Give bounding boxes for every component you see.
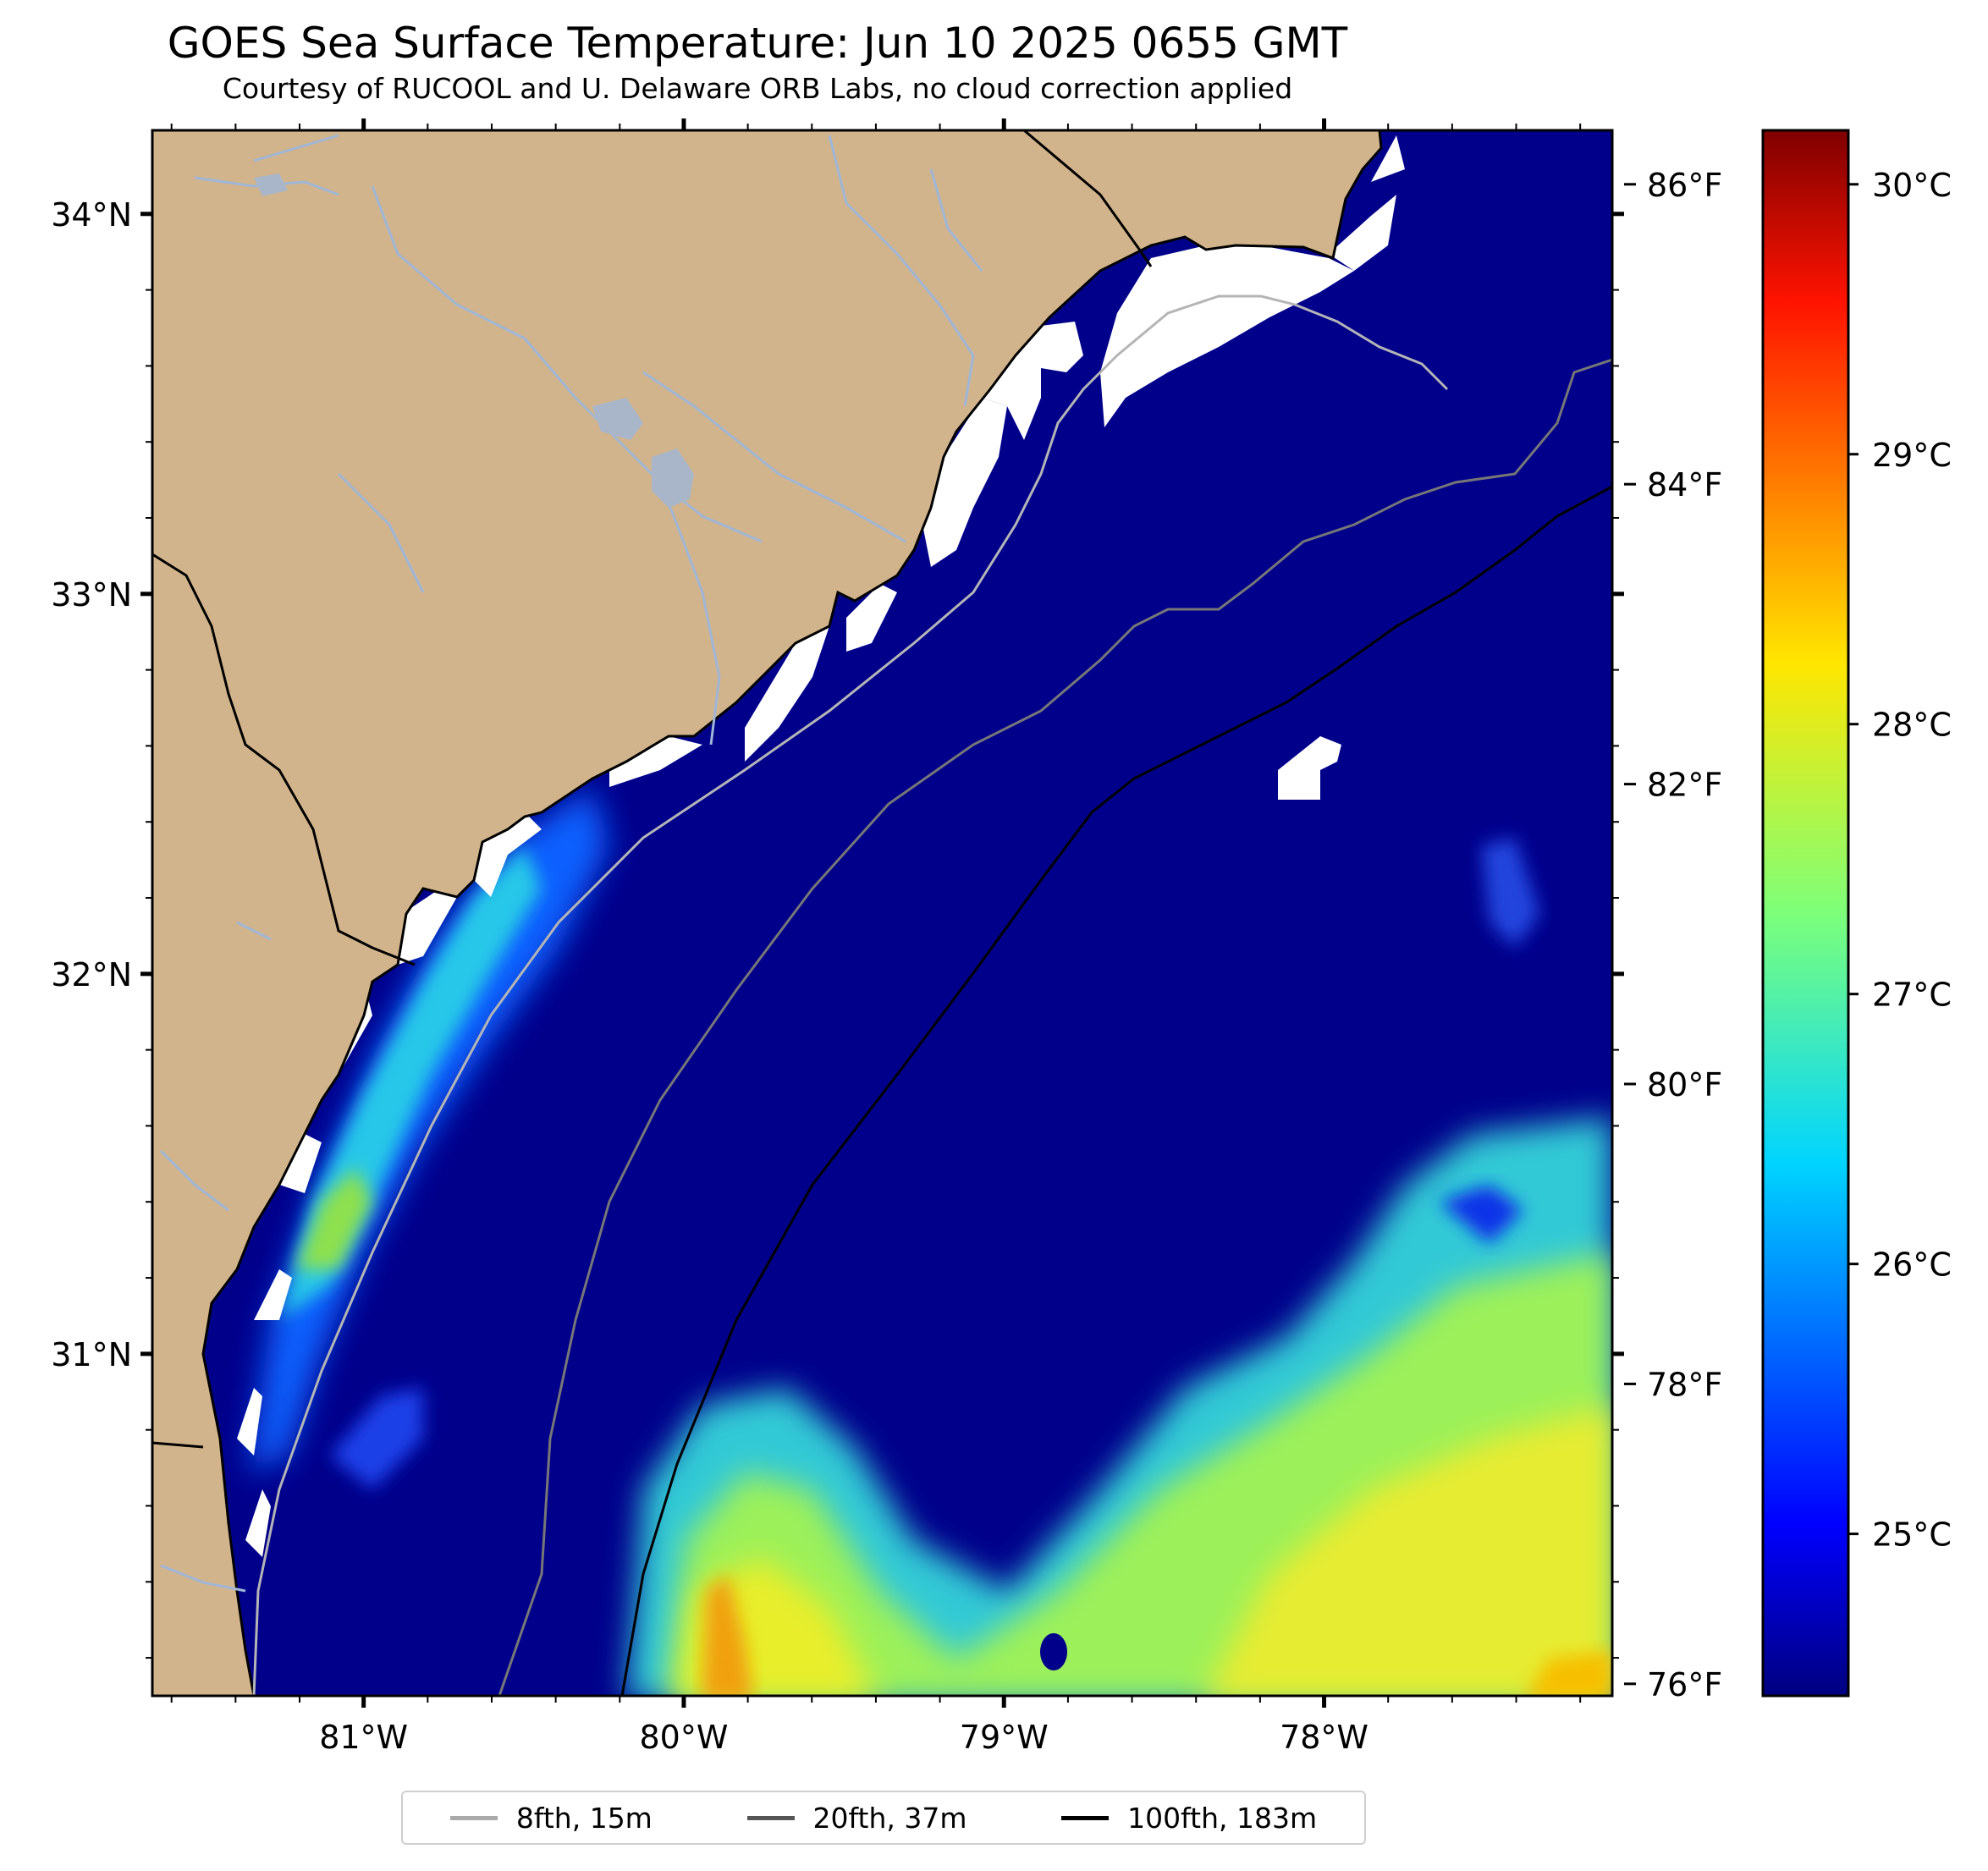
fahrenheit-axis: 76°F 78°F 80°F 82°F 84°F 86°F — [1624, 167, 1722, 1703]
lon-tick-label: 78°W — [1280, 1719, 1368, 1756]
legend-item: 8fth, 15m — [449, 1801, 653, 1835]
isobath-20fth — [498, 358, 1612, 1696]
fahrenheit-tick-label: 80°F — [1647, 1066, 1722, 1103]
fahrenheit-tick-label: 82°F — [1647, 767, 1722, 804]
celsius-tick-label: 30°C — [1872, 167, 1952, 204]
land-mass — [152, 130, 1383, 1696]
warm-water-region — [626, 838, 1612, 1696]
colorbar — [1761, 129, 1850, 1698]
fahrenheit-tick-label: 86°F — [1647, 167, 1722, 204]
map-area — [152, 130, 1612, 1696]
isobath-legend: 8fth, 15m 20fth, 37m 100fth, 183m — [401, 1791, 1366, 1845]
legend-item: 20fth, 37m — [746, 1801, 967, 1835]
legend-line-swatch — [746, 1815, 795, 1820]
isobath-100fth — [620, 485, 1612, 1696]
lon-tick-label: 81°W — [319, 1719, 408, 1756]
lat-tick-label: 33°N — [51, 576, 132, 614]
chart-subtitle: Courtesy of RUCOOL and U. Delaware ORB L… — [222, 72, 1293, 105]
fahrenheit-tick-label: 78°F — [1647, 1366, 1722, 1403]
legend-line-swatch — [1061, 1815, 1110, 1820]
celsius-tick-label: 29°C — [1872, 437, 1952, 474]
celsius-tick-label: 27°C — [1872, 977, 1952, 1014]
celsius-axis: 25°C 26°C 27°C 28°C 29°C 30°C — [1848, 167, 1952, 1554]
state-boundaries — [152, 130, 1153, 1449]
legend-label: 20fth, 37m — [812, 1801, 967, 1835]
fahrenheit-tick-label: 84°F — [1647, 466, 1722, 504]
rivers — [159, 134, 983, 1593]
longitude-axis: 81°W 80°W 79°W 78°W — [170, 118, 1582, 1756]
celsius-tick-label: 28°C — [1872, 707, 1952, 744]
chart-title: GOES Sea Surface Temperature: Jun 10 202… — [167, 19, 1348, 68]
legend-label: 100fth, 183m — [1127, 1801, 1318, 1835]
legend-line-swatch — [449, 1815, 498, 1820]
legend-label: 8fth, 15m — [515, 1801, 653, 1835]
celsius-tick-label: 25°C — [1872, 1516, 1952, 1554]
lon-tick-label: 79°W — [960, 1719, 1049, 1756]
isobath-8fth — [252, 294, 1449, 1696]
fahrenheit-tick-label: 76°F — [1647, 1666, 1722, 1703]
lat-tick-label: 34°N — [51, 196, 132, 234]
map-frame — [151, 129, 1614, 1698]
celsius-tick-label: 26°C — [1872, 1246, 1952, 1284]
latitude-axis: 34°N 33°N 32°N 31°N — [51, 196, 1624, 1659]
lakes — [254, 173, 694, 508]
lon-tick-label: 80°W — [639, 1719, 728, 1756]
lat-tick-label: 32°N — [51, 956, 132, 993]
legend-item: 100fth, 183m — [1061, 1802, 1317, 1835]
lat-tick-label: 31°N — [51, 1336, 132, 1373]
